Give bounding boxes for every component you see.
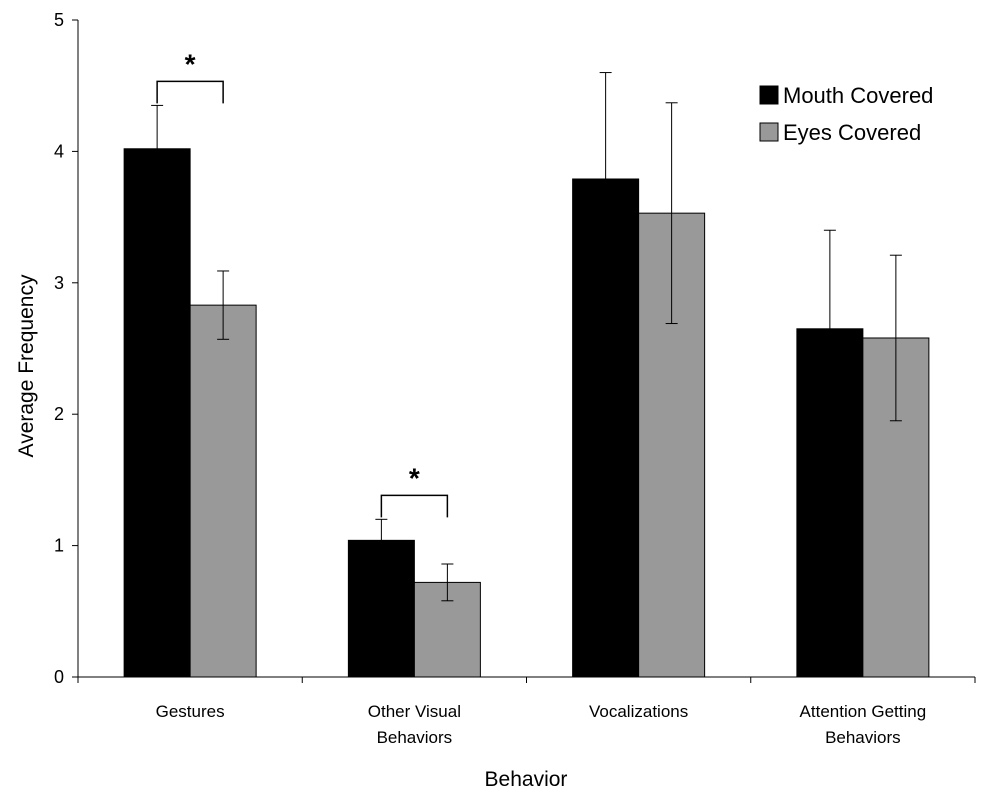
x-tick-label: Gestures: [156, 702, 225, 721]
error-bars: [151, 72, 902, 602]
legend-swatch: [759, 85, 779, 105]
x-tick-label: Attention Getting Behaviors: [800, 702, 927, 747]
y-axis-title: Average Frequency: [15, 274, 38, 457]
x-axis-title: Behavior: [485, 768, 568, 791]
y-tick-label: 0: [54, 667, 64, 687]
legend-label: Mouth Covered: [783, 83, 933, 108]
y-tick-label: 1: [54, 536, 64, 556]
axes: 0 1 2 3 4 5 Gestures Other Visual Behaviors Vocal…: [54, 10, 976, 747]
significance-markers: **: [156, 48, 449, 518]
bar-mouth-covered: [123, 148, 191, 678]
y-tick-label: 5: [54, 10, 64, 30]
y-tick-label: 3: [54, 273, 64, 293]
x-tick-label: Vocalizations: [589, 702, 688, 721]
legend: Mouth Covered Eyes Covered: [759, 83, 933, 145]
y-tick-label: 4: [54, 141, 64, 161]
significance-bracket: [380, 494, 449, 518]
significance-star: *: [185, 48, 196, 79]
bars: [123, 148, 930, 678]
x-tick-label: Other Visual Behaviors: [368, 702, 461, 747]
legend-label: Eyes Covered: [783, 120, 921, 145]
legend-swatch: [759, 122, 779, 142]
bar-eyes-covered: [189, 304, 257, 678]
significance-bracket: [156, 80, 224, 104]
y-tick-label: 2: [54, 404, 64, 424]
significance-star: *: [409, 462, 420, 493]
